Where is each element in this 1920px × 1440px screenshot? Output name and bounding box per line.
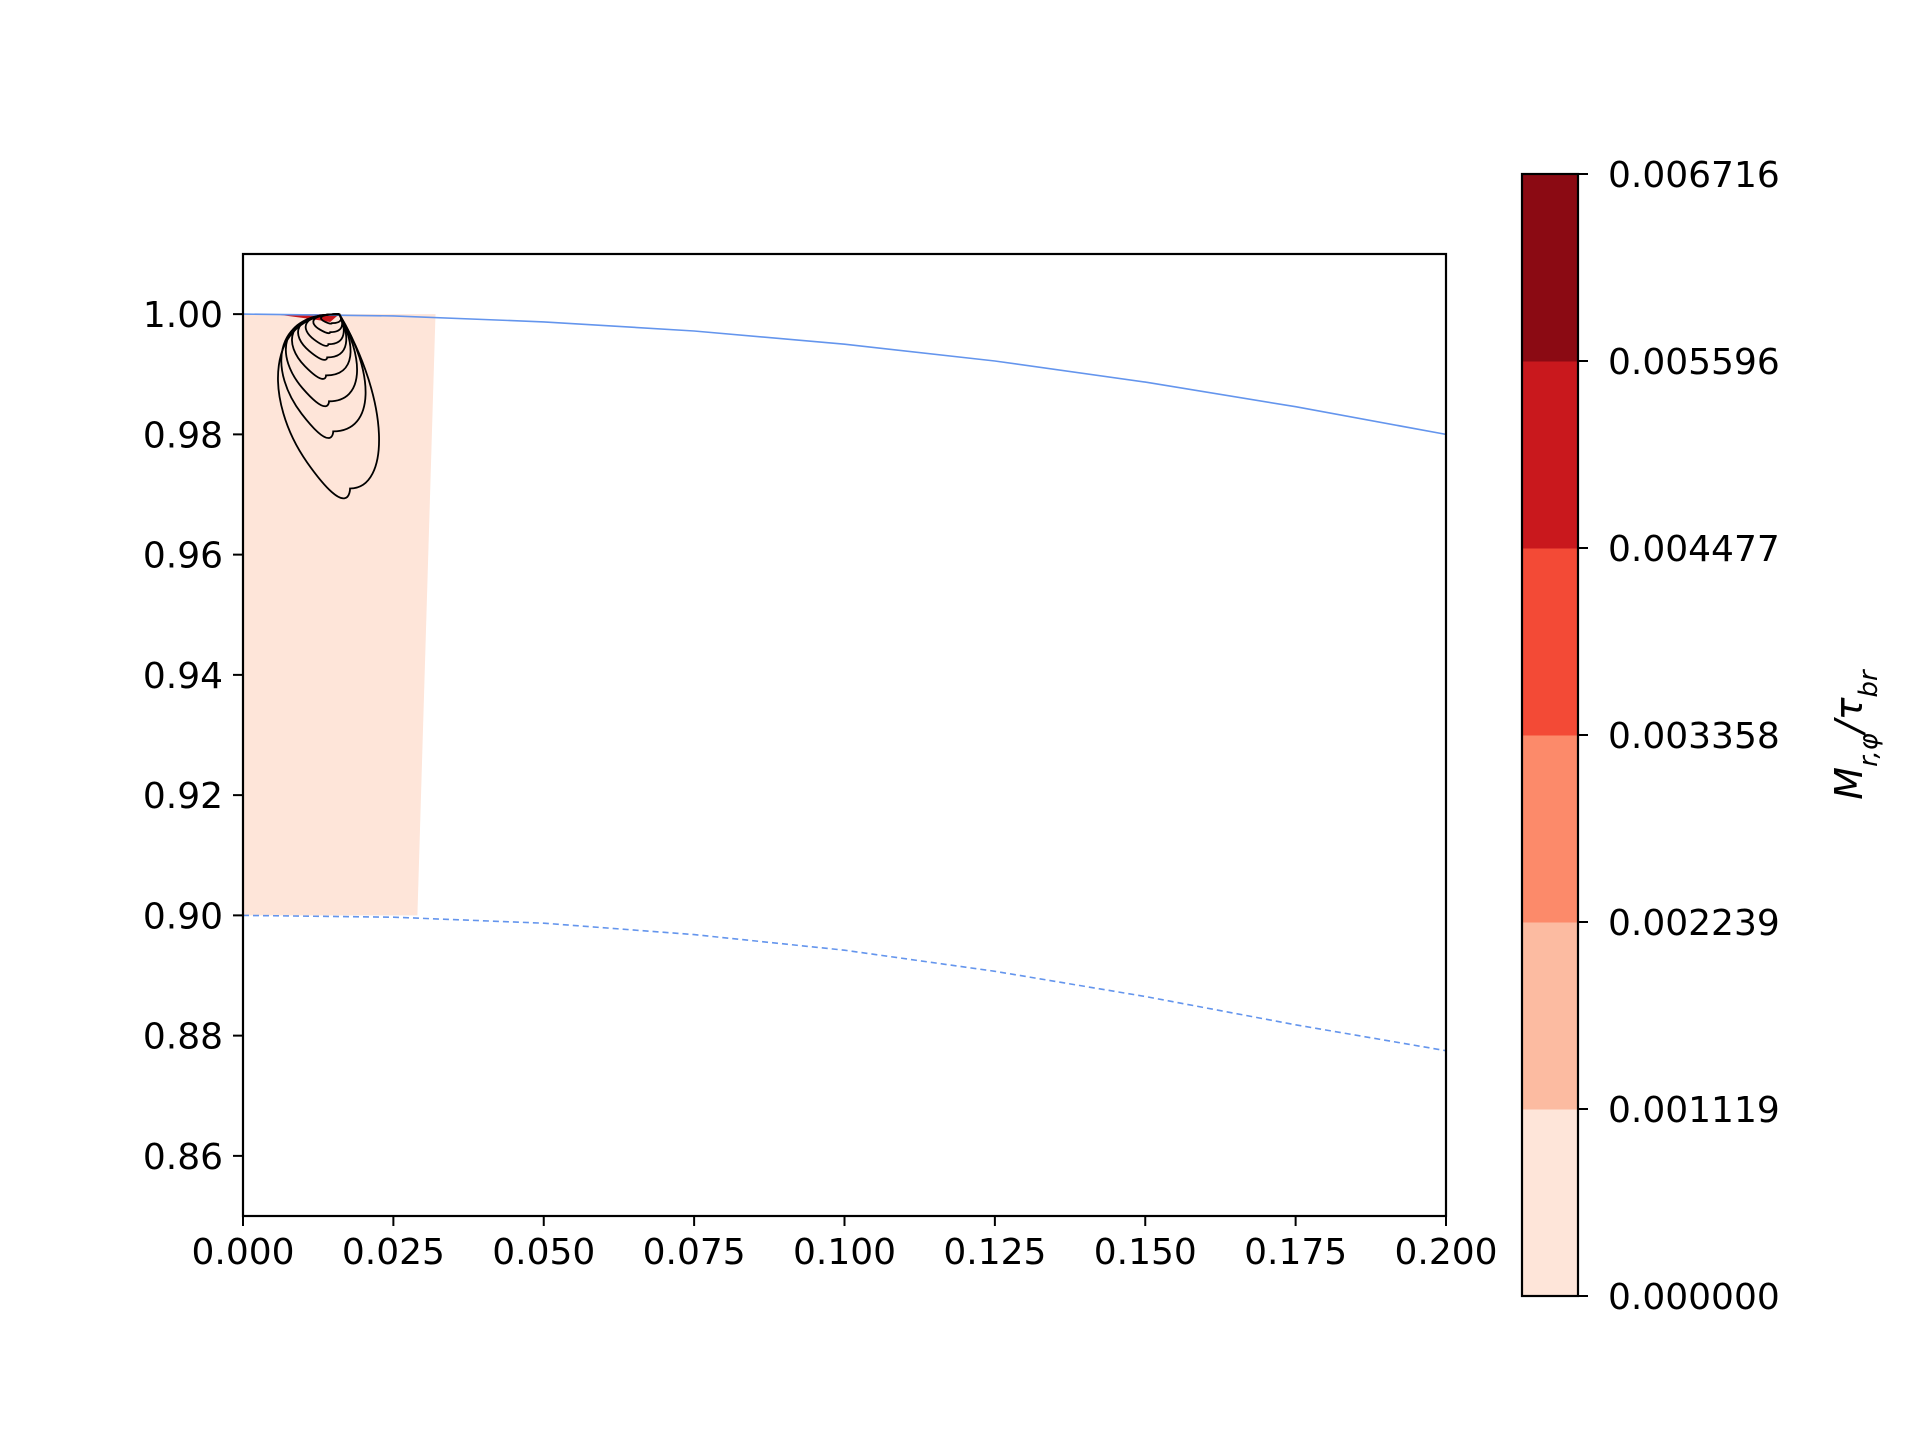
colorbar: Mr,φ/τbr 0.000000 0.001119 0.002239 0.00335… — [1520, 155, 1884, 1318]
y-tick-label: 0.88 — [143, 1017, 223, 1058]
colorbar-tick-label: 0.006716 — [1608, 155, 1780, 196]
colorbar-tick-label: 0.002239 — [1608, 903, 1780, 944]
colorbar-segment — [1522, 548, 1578, 736]
colorbar-segment — [1522, 735, 1578, 923]
x-tick-label: 0.025 — [342, 1232, 445, 1273]
colorbar-tick-label: 0.000000 — [1608, 1277, 1780, 1318]
colorbar-segment — [1522, 1109, 1578, 1297]
x-tick-label: 0.050 — [492, 1232, 595, 1273]
y-tick-label: 0.96 — [143, 536, 223, 577]
y-tick-label: 0.94 — [143, 656, 223, 697]
x-tick-label: 0.175 — [1244, 1232, 1347, 1273]
contour-line-7 — [280, 313, 367, 439]
y-tick-label: 1.00 — [143, 295, 223, 336]
series-line-2 — [242, 914, 1447, 1052]
plot-area — [242, 313, 1447, 1052]
colorbar-tick-label: 0.003358 — [1608, 716, 1780, 757]
x-tick-label: 0.100 — [793, 1232, 896, 1273]
colorbar-segment — [1522, 922, 1578, 1110]
contour-line-3 — [304, 313, 345, 347]
contour-line-2 — [312, 313, 344, 335]
x-tick-label: 0.075 — [643, 1232, 746, 1273]
x-tick-label: 0.150 — [1094, 1232, 1197, 1273]
y-tick-label: 0.86 — [143, 1137, 223, 1178]
axes: 0.000 0.025 0.050 0.075 0.100 0.125 0.150 0.175… — [143, 252, 1498, 1273]
y-tick-label: 0.92 — [143, 776, 223, 817]
colorbar-segment — [1522, 174, 1578, 362]
colorbar-tick-label: 0.001119 — [1608, 1090, 1780, 1131]
contour-line-8 — [277, 313, 380, 500]
series-line-1 — [242, 313, 1447, 436]
x-tick-label: 0.125 — [943, 1232, 1046, 1273]
colorbar-tick-label: 0.004477 — [1608, 529, 1780, 570]
colorbar-tick-label: 0.005596 — [1608, 342, 1780, 383]
y-tick-label: 0.98 — [143, 415, 223, 456]
colorbar-label: Mr,φ/τbr — [1827, 668, 1884, 800]
y-tick-label: 0.90 — [143, 896, 223, 937]
shaded-region-level-0 — [243, 314, 436, 916]
x-tick-label: 0.200 — [1394, 1232, 1497, 1273]
colorbar-segment — [1522, 361, 1578, 549]
x-tick-label: 0.000 — [191, 1232, 294, 1273]
